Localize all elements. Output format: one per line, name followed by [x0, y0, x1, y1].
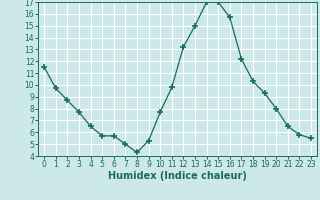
X-axis label: Humidex (Indice chaleur): Humidex (Indice chaleur) [108, 171, 247, 181]
